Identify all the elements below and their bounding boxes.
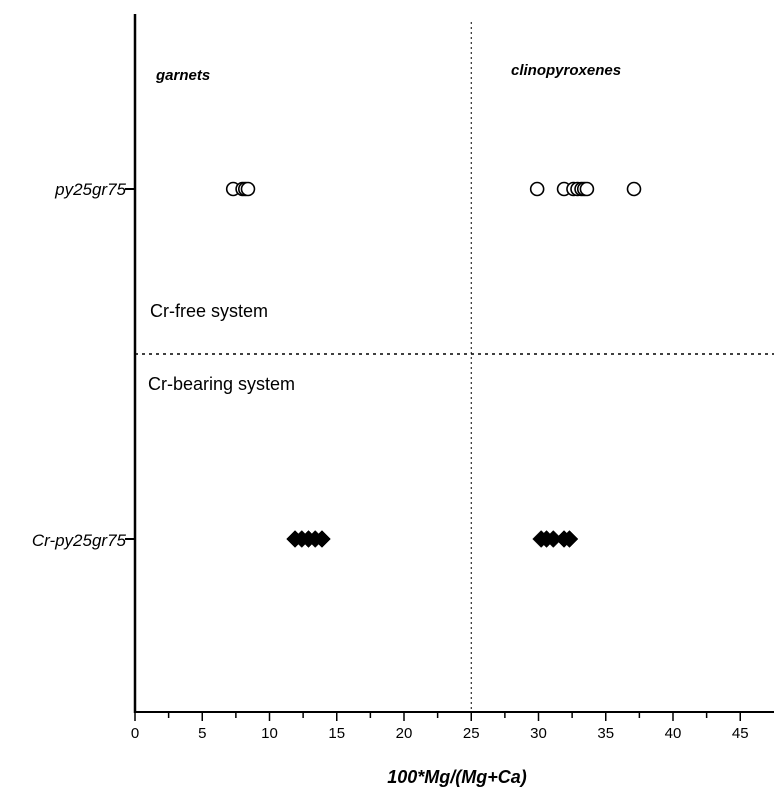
x-tick-label-30: 30 — [530, 725, 547, 742]
x-tick-label-20: 20 — [396, 725, 413, 742]
category-label-py25gr75: py25gr75 — [54, 180, 126, 199]
panel-label-clinopyroxenes: clinopyroxenes — [511, 62, 621, 79]
point-py25gr75-12 — [626, 181, 642, 197]
axes: 0 5 10 15 20 25 30 35 40 45 — [125, 14, 774, 742]
region-label-cr-bearing: Cr-bearing system — [148, 374, 295, 394]
divider-lines — [135, 22, 774, 712]
data-points — [225, 181, 642, 548]
x-tick-label-5: 5 — [198, 725, 206, 742]
panel-label-garnets: garnets — [155, 67, 210, 84]
region-label-cr-free: Cr-free system — [150, 301, 268, 321]
x-tick-label-35: 35 — [597, 725, 614, 742]
x-tick-label-40: 40 — [665, 725, 682, 742]
point-py25gr75-11 — [579, 181, 595, 197]
category-label-cr-py25gr75: Cr-py25gr75 — [32, 531, 127, 550]
point-Cr-py25gr75-10 — [560, 530, 579, 548]
point-py25gr75-4 — [240, 181, 256, 197]
x-tick-label-15: 15 — [328, 725, 345, 742]
x-tick-label-10: 10 — [261, 725, 278, 742]
point-py25gr75-5 — [529, 181, 545, 197]
x-tick-label-25: 25 — [463, 725, 480, 742]
x-tick-label-0: 0 — [131, 725, 139, 742]
x-tick-label-45: 45 — [732, 725, 749, 742]
point-Cr-py25gr75-5 — [313, 530, 331, 548]
x-axis-title: 100*Mg/(Mg+Ca) — [387, 767, 527, 787]
